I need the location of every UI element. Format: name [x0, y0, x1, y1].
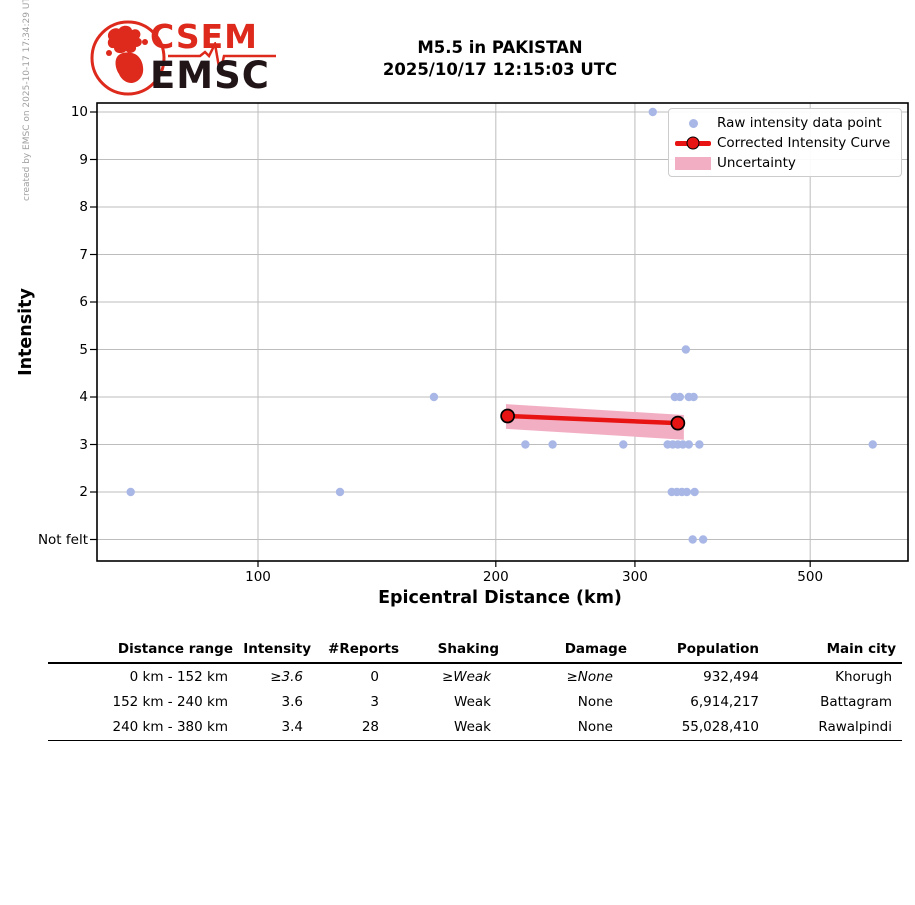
- table-cell: Battagram: [820, 694, 892, 710]
- x-axis-label: Epicentral Distance (km): [378, 588, 622, 608]
- logo-emsc-text: EMSC: [150, 54, 270, 97]
- table-cell: None: [577, 694, 613, 710]
- raw-point-swatch-icon: [673, 118, 713, 128]
- column-header: Population: [676, 641, 759, 657]
- table-cell: 240 km - 380 km: [112, 719, 228, 735]
- y-axis-label: Intensity: [16, 288, 36, 376]
- table-cell: ≥3.6: [270, 669, 303, 685]
- curve-swatch-icon: [673, 136, 713, 150]
- title-magnitude-line: M5.5 in PAKISTAN: [417, 38, 583, 57]
- table-cell: None: [577, 719, 613, 735]
- table-header-row: Distance range Intensity #Reports Shakin…: [48, 641, 902, 664]
- legend-label: Raw intensity data point: [717, 115, 882, 131]
- table-cell: 0: [370, 669, 379, 685]
- table-cell: Khorugh: [835, 669, 892, 685]
- column-header: Damage: [564, 641, 627, 657]
- table-cell: Weak: [454, 719, 491, 735]
- table-cell: 55,028,410: [681, 719, 759, 735]
- column-header: Main city: [826, 641, 896, 657]
- table-cell: 0 km - 152 km: [129, 669, 228, 685]
- legend-item-uncertainty: Uncertainty: [673, 153, 895, 173]
- table-cell: 6,914,217: [690, 694, 759, 710]
- legend-label: Uncertainty: [717, 155, 796, 171]
- logo-csem-text: CSEM: [150, 17, 258, 56]
- legend-item-raw: Raw intensity data point: [673, 113, 895, 133]
- uncertainty-swatch-icon: [673, 156, 713, 170]
- column-header: Shaking: [437, 641, 499, 657]
- impact-summary-table: Distance range Intensity #Reports Shakin…: [48, 641, 902, 741]
- table-cell: 3.6: [281, 694, 303, 710]
- table-cell: ≥None: [566, 669, 613, 685]
- table-cell: Weak: [454, 694, 491, 710]
- column-header: Distance range: [117, 641, 233, 657]
- table-cell: 3: [370, 694, 379, 710]
- table-row: 152 km - 240 km 3.6 3 Weak None 6,914,217 Batt…: [48, 690, 902, 715]
- column-header: Intensity: [243, 641, 311, 657]
- page-title: M5.5 in PAKISTAN 2025/10/17 12:15:03 UTC: [383, 37, 617, 81]
- table-row: 0 km - 152 km ≥3.6 0 ≥Weak ≥None 932,494 Khoru…: [48, 665, 902, 690]
- table-cell: 3.4: [281, 719, 303, 735]
- emsc-globe-icon: [90, 20, 166, 96]
- table-cell: 28: [361, 719, 379, 735]
- table-cell: Rawalpindi: [818, 719, 892, 735]
- table-row: 240 km - 380 km 3.4 28 Weak None 55,028,410 Ra…: [48, 715, 902, 740]
- title-datetime-line: 2025/10/17 12:15:03 UTC: [382, 60, 618, 79]
- chart-legend: Raw intensity data point Corrected Inten…: [668, 108, 902, 177]
- column-header: #Reports: [328, 641, 399, 657]
- legend-item-curve: Corrected Intensity Curve: [673, 133, 895, 153]
- legend-label: Corrected Intensity Curve: [717, 135, 891, 151]
- table-cell: ≥Weak: [441, 669, 491, 685]
- seismogram-icon: [168, 42, 276, 74]
- table-cell: 152 km - 240 km: [112, 694, 228, 710]
- table-body: 0 km - 152 km ≥3.6 0 ≥Weak ≥None 932,494 Khoru…: [48, 664, 902, 741]
- table-cell: 932,494: [703, 669, 759, 685]
